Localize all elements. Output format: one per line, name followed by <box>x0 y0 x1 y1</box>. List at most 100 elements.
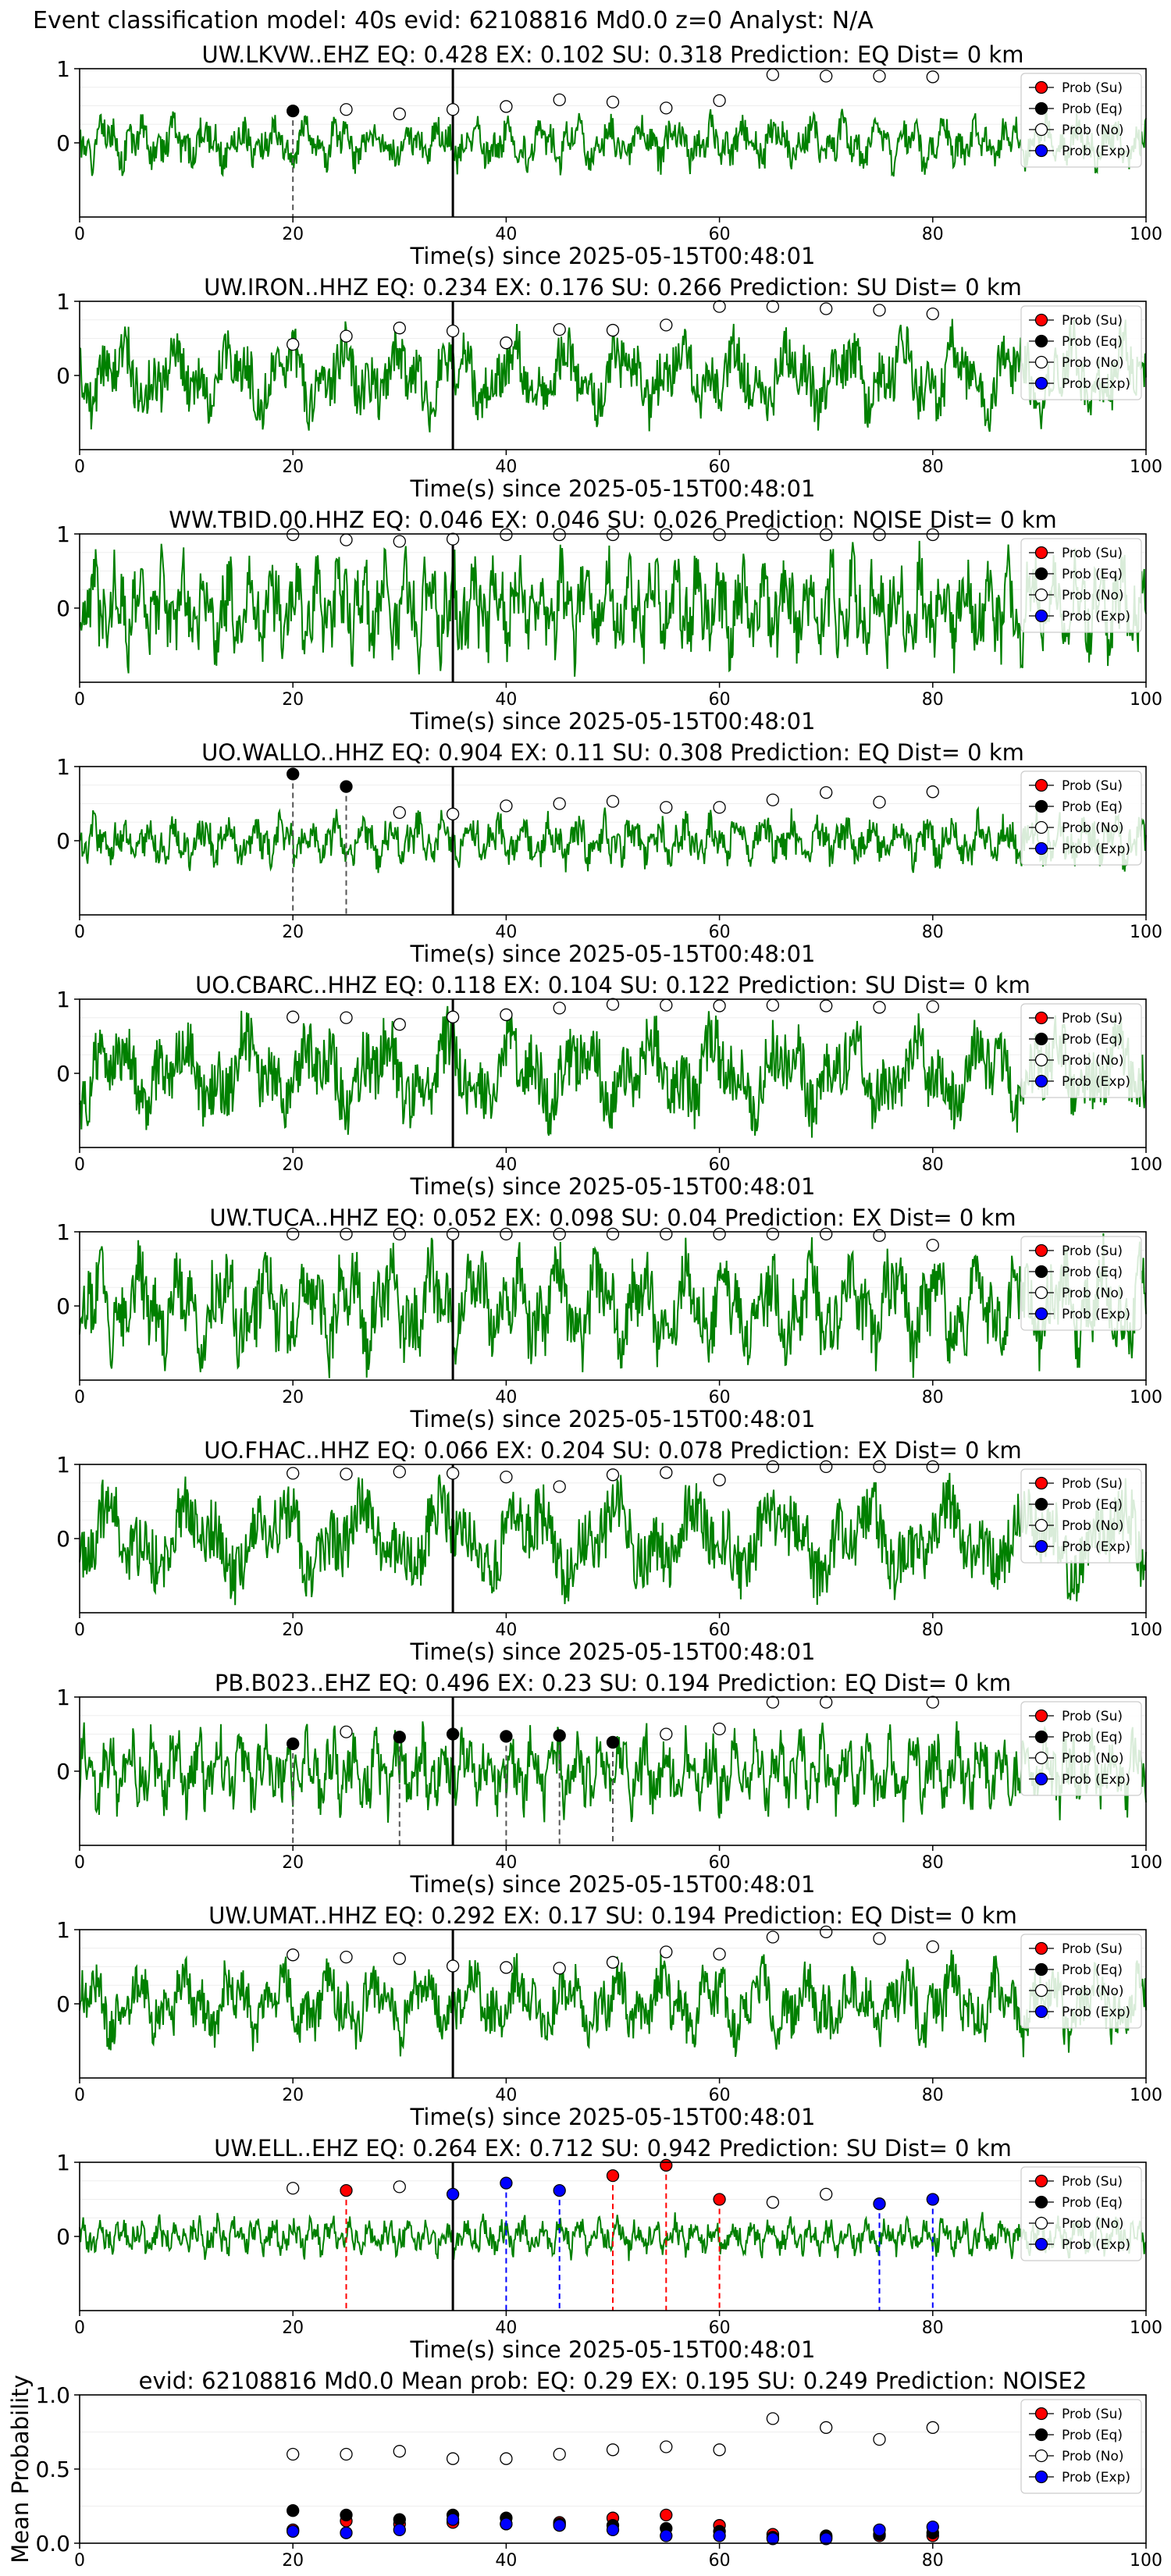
panel-title: UW.LKVW..EHZ EQ: 0.428 EX: 0.102 SU: 0.3… <box>202 41 1024 68</box>
x-tick-label: 60 <box>709 1621 731 1640</box>
prob-point-no <box>766 1695 780 1709</box>
x-tick-label: 20 <box>282 2551 304 2571</box>
prob-point-exp <box>553 2519 566 2532</box>
panel-title: UW.ELL..EHZ EQ: 0.264 EX: 0.712 SU: 0.94… <box>214 2135 1012 2161</box>
prob-point-eq <box>287 104 300 118</box>
legend-marker-eq <box>1034 2195 1048 2209</box>
legend-label-eq: Prob (Eq) <box>1062 567 1123 582</box>
prob-point-eq <box>393 1731 406 1744</box>
prob-point-no <box>660 528 673 542</box>
prob-point-no <box>820 2421 833 2434</box>
prob-point-eq <box>287 1737 300 1751</box>
legend: Prob (Su) Prob (Eq) Prob (No) Prob (Exp) <box>1020 2166 1142 2261</box>
x-tick-label: 100 <box>1130 2086 1162 2105</box>
prob-point-no <box>393 2180 406 2194</box>
prob-point-no <box>766 1930 780 1944</box>
x-tick-label: 80 <box>922 1621 944 1640</box>
prob-point-no <box>926 70 939 84</box>
legend-label-no: Prob (No) <box>1062 1518 1124 1534</box>
x-tick-label: 100 <box>1130 1155 1162 1175</box>
panel-title: UW.IRON..HHZ EQ: 0.234 EX: 0.176 SU: 0.2… <box>204 274 1022 301</box>
legend-marker-eq <box>1034 101 1048 116</box>
prob-point-no <box>393 535 406 548</box>
prob-point-no <box>820 1925 833 1939</box>
legend-box <box>1020 1701 1142 1796</box>
prob-point-exp <box>500 2517 513 2531</box>
prob-point-su <box>660 2158 673 2172</box>
legend-label-su: Prob (Su) <box>1062 80 1123 96</box>
x-tick-label: 0 <box>74 1853 85 1873</box>
x-tick-label: 60 <box>709 923 731 942</box>
legend-box <box>1020 2166 1142 2261</box>
legend-marker-su <box>1034 1476 1048 1490</box>
prob-point-no <box>500 528 513 542</box>
x-tick-label: 80 <box>922 1388 944 1407</box>
x-tick-label: 100 <box>1130 2318 1162 2338</box>
y-tick-label: 1 <box>56 987 70 1012</box>
x-tick-label: 100 <box>1130 2551 1162 2571</box>
panel-2: UW.IRON..HHZ EQ: 0.234 EX: 0.176 SU: 0.2… <box>56 274 1162 502</box>
prob-point-no <box>713 94 726 108</box>
prob-point-no <box>606 1955 620 1969</box>
prob-point-no <box>287 2447 300 2461</box>
legend-label-eq: Prob (Eq) <box>1062 1032 1123 1048</box>
legend: Prob (Su) Prob (Eq) Prob (No) Prob (Exp) <box>1020 1934 1142 2029</box>
x-tick-label: 20 <box>282 690 304 710</box>
prob-point-no <box>873 795 886 809</box>
legend-label-exp: Prob (Exp) <box>1062 144 1130 159</box>
legend-label-exp: Prob (Exp) <box>1062 841 1130 857</box>
y-tick-label: 1.0 <box>35 2382 70 2408</box>
legend-marker-su <box>1034 778 1048 792</box>
x-axis-label: Time(s) since 2025-05-15T00:48:01 <box>410 243 816 269</box>
prob-point-no <box>713 1227 726 1240</box>
prob-point-no <box>500 2452 513 2465</box>
x-tick-label: 60 <box>709 1853 731 1873</box>
legend-marker-eq <box>1034 1497 1048 1511</box>
prob-point-no <box>340 1950 353 1964</box>
legend-marker-no <box>1034 123 1048 137</box>
prob-point-no <box>606 528 620 542</box>
prob-point-no <box>713 999 726 1012</box>
legend-marker-eq <box>1034 799 1048 813</box>
prob-point-no <box>713 2443 726 2457</box>
y-tick-label: 0 <box>56 2224 70 2250</box>
x-axis-label: Time(s) since 2025-05-15T00:48:01 <box>410 2336 816 2363</box>
legend: Prob (Su) Prob (Eq) Prob (No) Prob (Exp) <box>1020 1236 1142 1331</box>
panel-10: UW.ELL..EHZ EQ: 0.264 EX: 0.712 SU: 0.94… <box>56 2135 1162 2363</box>
legend: Prob (Su) Prob (Eq) Prob (No) Prob (Exp) <box>1020 1468 1142 1564</box>
prob-point-no <box>766 300 780 313</box>
y-tick-label: 1 <box>56 56 70 82</box>
y-tick-label: 0 <box>56 1991 70 2017</box>
prob-point-exp <box>766 2532 780 2546</box>
legend-box <box>1020 1468 1142 1564</box>
legend-marker-su <box>1034 1244 1048 1258</box>
x-tick-label: 100 <box>1130 923 1162 942</box>
prob-point-exp <box>606 2523 620 2537</box>
prob-point-exp <box>926 2520 939 2534</box>
legend-marker-eq <box>1034 1730 1048 1744</box>
x-tick-label: 0 <box>74 690 85 710</box>
legend-marker-no <box>1034 820 1048 834</box>
y-tick-label: 1 <box>56 289 70 315</box>
y-tick-label: 1 <box>56 1219 70 1245</box>
legend-label-eq: Prob (Eq) <box>1062 1962 1123 1978</box>
prob-point-exp <box>660 2529 673 2542</box>
x-tick-label: 20 <box>282 1853 304 1873</box>
x-tick-label: 20 <box>282 1155 304 1175</box>
prob-point-exp <box>287 2524 300 2538</box>
prob-point-no <box>553 1002 566 1015</box>
x-tick-label: 20 <box>282 2086 304 2105</box>
prob-point-no <box>287 2182 300 2195</box>
legend-label-exp: Prob (Exp) <box>1062 376 1130 392</box>
prob-point-no <box>446 1959 460 1973</box>
panel-title: PB.B023..EHZ EQ: 0.496 EX: 0.23 SU: 0.19… <box>215 1670 1011 1696</box>
waveform-trace <box>79 540 1147 677</box>
prob-point-no <box>926 1000 939 1013</box>
prob-point-no <box>713 1473 726 1487</box>
prob-point-exp <box>446 2187 460 2201</box>
legend-marker-su <box>1034 313 1048 327</box>
legend-marker-eq <box>1034 334 1048 348</box>
legend-label-no: Prob (No) <box>1062 123 1124 138</box>
prob-point-no <box>446 2452 460 2465</box>
